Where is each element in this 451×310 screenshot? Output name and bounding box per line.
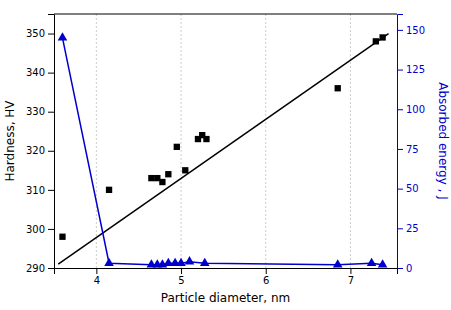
tick-label: 320: [26, 145, 45, 156]
tick: 75: [397, 144, 419, 155]
tick: 6: [263, 268, 269, 286]
tick-label: 50: [406, 183, 419, 194]
tick-mark: [397, 109, 403, 110]
chart: 4 5 6 7 290 300 310 320 330 340 350 0 25 50 75 100 125 15…: [0, 0, 451, 310]
tick: 125: [397, 64, 425, 75]
tick-mark: [397, 268, 403, 269]
tick-mark: [397, 189, 403, 190]
point: [182, 167, 188, 173]
tick-mark: [48, 73, 54, 74]
y2-axis: 0 25 50 75 100 125 150: [397, 15, 425, 274]
tick: 150: [397, 25, 425, 36]
point: [106, 187, 112, 193]
tick-mark: [48, 268, 54, 269]
frame-line: [54, 14, 397, 15]
point: [176, 258, 186, 266]
line: [62, 38, 382, 265]
tick: 330: [26, 106, 54, 117]
point: [148, 175, 154, 181]
tick-mark: [350, 268, 351, 274]
point: [165, 171, 171, 177]
point: [104, 258, 114, 266]
axis-line: [48, 15, 55, 269]
tick-mark: [181, 268, 182, 274]
tick: 320: [26, 145, 54, 156]
tick-label: 310: [26, 185, 45, 196]
tick-mark: [48, 229, 54, 230]
point: [185, 256, 195, 264]
y-axis-title: Hardness, HV: [3, 100, 17, 182]
grid: [96, 14, 350, 268]
tick: 5: [178, 268, 184, 286]
marks: [58, 32, 389, 267]
tick: 340: [26, 67, 54, 78]
point: [59, 234, 65, 240]
tick-mark: [397, 149, 403, 150]
tick-label: 7: [348, 275, 354, 286]
tick: 7: [348, 268, 354, 286]
tick-mark: [266, 268, 267, 274]
tick: 25: [397, 223, 419, 234]
point: [379, 34, 385, 40]
axis-line: [55, 269, 398, 275]
tick: 310: [26, 185, 54, 196]
tick-mark: [48, 151, 54, 152]
point: [159, 179, 165, 185]
x-axis-title: Particle diameter, nm: [161, 291, 290, 305]
point: [333, 259, 343, 267]
tick-label: 340: [26, 67, 45, 78]
tick: 350: [26, 28, 54, 39]
tick: 300: [26, 224, 54, 235]
tick-label: 150: [406, 25, 425, 36]
tick: 50: [397, 183, 419, 194]
tick-mark: [48, 112, 54, 113]
point: [373, 38, 379, 44]
tick-mark: [96, 268, 97, 274]
tick: 290: [26, 263, 54, 274]
tick-label: 25: [406, 223, 419, 234]
point: [367, 258, 377, 266]
point: [58, 32, 68, 40]
axis-line: [398, 15, 404, 269]
tick-label: 4: [94, 275, 100, 286]
tick-label: 330: [26, 106, 45, 117]
line: [58, 34, 388, 265]
tick-mark: [397, 228, 403, 229]
tick-mark: [48, 34, 54, 35]
tick-label: 300: [26, 224, 45, 235]
tick-label: 290: [26, 263, 45, 274]
tick-label: 100: [406, 104, 425, 115]
tick-mark: [397, 30, 403, 31]
tick: 0: [397, 263, 412, 274]
grid-line: [350, 14, 351, 268]
tick-mark: [48, 190, 54, 191]
grid-line: [181, 14, 182, 268]
y2-axis-title: Absorbed energy , J: [436, 82, 450, 200]
tick-label: 5: [178, 275, 184, 286]
tick-label: 75: [406, 144, 419, 155]
tick-label: 350: [26, 28, 45, 39]
grid-line: [265, 14, 266, 268]
y-axis: 290 300 310 320 330 340 350: [26, 15, 55, 274]
tick: 100: [397, 104, 425, 115]
point: [200, 258, 210, 266]
tick-label: 125: [406, 64, 425, 75]
x-axis: 4 5 6 7: [55, 268, 398, 286]
plot: 4 5 6 7 290 300 310 320 330 340 350 0 25 50 75 100 125 15…: [26, 14, 425, 286]
point: [335, 85, 341, 91]
grid-line: [96, 14, 97, 268]
tick-label: 6: [263, 275, 269, 286]
tick-label: 0: [406, 263, 412, 274]
tick-mark: [397, 70, 403, 71]
point: [174, 144, 180, 150]
point: [378, 259, 388, 267]
point: [203, 136, 209, 142]
tick: 4: [94, 268, 100, 286]
